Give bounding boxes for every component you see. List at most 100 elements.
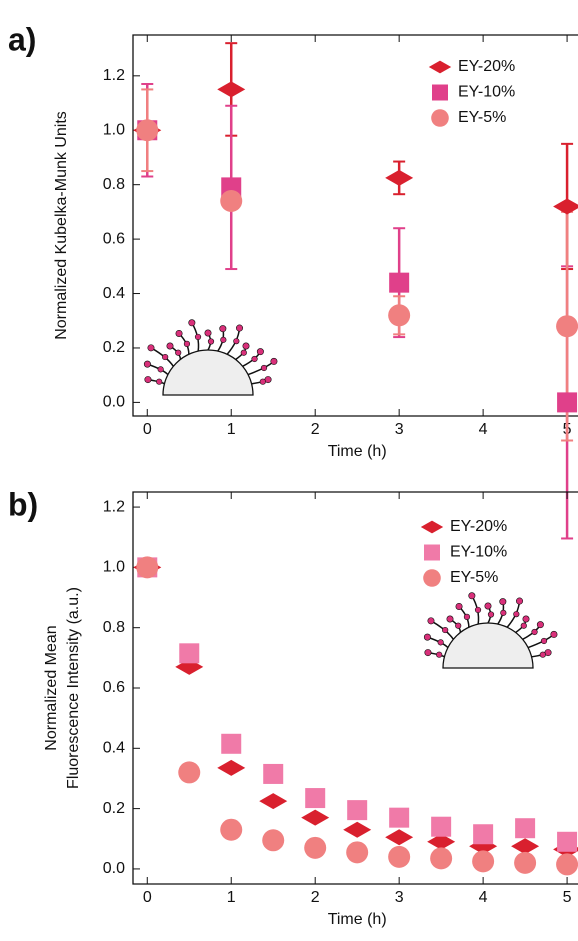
dye-dot bbox=[157, 366, 164, 373]
marker-square bbox=[557, 831, 578, 852]
marker-diamond bbox=[511, 838, 540, 855]
dye-dot bbox=[539, 651, 546, 658]
marker-circle bbox=[514, 851, 537, 874]
dye-dot bbox=[423, 633, 431, 641]
nanoparticle-inset bbox=[143, 319, 278, 396]
dye-dot bbox=[242, 342, 250, 350]
dye-dot bbox=[260, 364, 268, 372]
dye-dot bbox=[513, 611, 520, 618]
marker-square bbox=[432, 84, 448, 101]
dye-dot bbox=[204, 329, 212, 337]
dye-dot bbox=[437, 639, 444, 646]
x-axis-label: Time (h) bbox=[328, 443, 387, 460]
dye-dot bbox=[442, 626, 449, 634]
dye-dot bbox=[156, 378, 163, 385]
y-tick-label: 0.0 bbox=[103, 394, 125, 411]
dye-dot bbox=[251, 355, 258, 363]
dye-dot bbox=[455, 602, 463, 610]
marker-diamond bbox=[427, 833, 456, 850]
x-tick-label: 4 bbox=[479, 421, 488, 438]
marker-circle bbox=[472, 850, 495, 873]
dye-dot bbox=[259, 378, 266, 385]
y-axis-label: Fluorescence Intensity (a.u.) bbox=[65, 587, 82, 789]
marker-square bbox=[389, 807, 410, 828]
y-tick-label: 0.6 bbox=[103, 230, 125, 247]
dye-dot bbox=[474, 606, 482, 614]
dye-dot bbox=[484, 602, 492, 610]
y-tick-label: 1.0 bbox=[103, 559, 125, 576]
dye-dot bbox=[236, 324, 244, 332]
marker-square bbox=[557, 392, 578, 413]
dye-dot bbox=[207, 338, 215, 345]
legend-label: EY-20% bbox=[450, 518, 507, 535]
x-tick-label: 5 bbox=[563, 889, 572, 906]
dye-dot bbox=[468, 592, 476, 600]
dye-dot bbox=[436, 651, 443, 658]
marker-circle bbox=[556, 315, 578, 338]
y-tick-label: 0.2 bbox=[103, 800, 125, 817]
marker-circle bbox=[430, 847, 453, 870]
marker-circle bbox=[388, 304, 411, 327]
dye-dot bbox=[424, 649, 432, 657]
y-tick-label: 0.8 bbox=[103, 176, 125, 193]
panel-label: a) bbox=[8, 21, 36, 57]
marker-circle bbox=[304, 836, 327, 859]
dye-dot bbox=[147, 344, 155, 352]
dye-dot bbox=[175, 329, 183, 337]
y-tick-label: 0.4 bbox=[103, 285, 125, 302]
y-tick-label: 1.0 bbox=[103, 121, 125, 138]
x-tick-label: 0 bbox=[143, 421, 152, 438]
y-tick-label: 1.2 bbox=[103, 67, 125, 84]
x-tick-label: 3 bbox=[395, 889, 404, 906]
dye-dot bbox=[175, 349, 182, 356]
dye-dot bbox=[455, 622, 462, 629]
legend-label: EY-5% bbox=[450, 569, 498, 586]
x-tick-label: 4 bbox=[479, 889, 488, 906]
marker-diamond bbox=[301, 809, 330, 826]
legend-label: EY-10% bbox=[458, 84, 515, 101]
legend-label: EY-20% bbox=[458, 58, 515, 75]
dye-dot bbox=[446, 615, 454, 623]
x-tick-label: 2 bbox=[311, 421, 320, 438]
y-tick-label: 1.2 bbox=[103, 498, 125, 515]
panel-label: b) bbox=[8, 486, 38, 522]
marker-circle bbox=[556, 853, 578, 876]
marker-square bbox=[221, 733, 242, 754]
dye-dot bbox=[144, 376, 152, 384]
y-tick-label: 0.0 bbox=[103, 860, 125, 877]
marker-circle bbox=[220, 190, 243, 213]
marker-square bbox=[431, 816, 452, 837]
nanoparticle-inset bbox=[423, 592, 558, 669]
dye-dot bbox=[256, 348, 264, 356]
x-axis-label: Time (h) bbox=[328, 911, 387, 928]
marker-diamond bbox=[420, 520, 444, 534]
marker-circle bbox=[178, 761, 201, 784]
dye-dot bbox=[194, 333, 202, 341]
marker-square bbox=[473, 824, 494, 845]
axis-frame bbox=[132, 34, 578, 417]
marker-circle bbox=[136, 556, 159, 579]
dye-dot bbox=[522, 615, 530, 623]
marker-square bbox=[515, 818, 536, 839]
dye-dot bbox=[143, 360, 151, 368]
dye-dot bbox=[531, 628, 538, 636]
dye-dot bbox=[520, 622, 527, 629]
y-axis-label: Normalized Mean bbox=[43, 625, 60, 750]
dye-dot bbox=[188, 319, 196, 327]
marker-diamond bbox=[259, 793, 288, 810]
dye-dot bbox=[183, 340, 191, 347]
marker-circle bbox=[262, 829, 285, 852]
marker-diamond bbox=[217, 759, 246, 776]
x-tick-label: 3 bbox=[395, 421, 404, 438]
marker-square bbox=[263, 763, 284, 784]
y-tick-label: 0.8 bbox=[103, 619, 125, 636]
marker-circle bbox=[423, 569, 441, 587]
marker-circle bbox=[388, 845, 411, 868]
dye-dot bbox=[463, 613, 471, 620]
dye-dot bbox=[219, 325, 227, 333]
marker-square bbox=[389, 272, 410, 293]
marker-square bbox=[179, 643, 200, 664]
x-tick-label: 0 bbox=[143, 889, 152, 906]
marker-circle bbox=[431, 109, 449, 127]
